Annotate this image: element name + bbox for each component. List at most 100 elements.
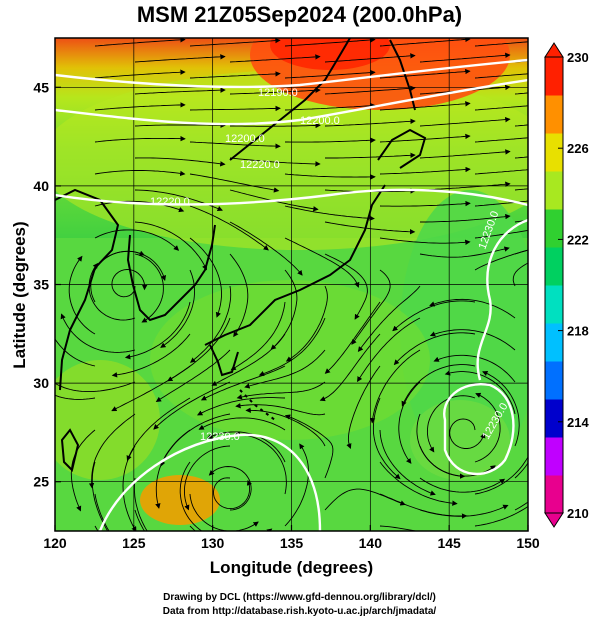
streamline (197, 397, 286, 416)
streamline (357, 317, 421, 383)
streamline (426, 395, 476, 453)
streamline (392, 300, 476, 332)
colorbar-tick-label: 226 (567, 141, 589, 156)
streamline (379, 166, 471, 175)
map-title: MSM 21Z05Sep2024 (200.0hPa) (136, 2, 463, 27)
credit-data: Data from http://database.rish.kyoto-u.a… (162, 606, 437, 617)
streamline (379, 68, 471, 79)
streamline (482, 370, 520, 447)
streamline (419, 52, 511, 63)
streamline (55, 381, 136, 393)
streamline (94, 69, 186, 79)
streamline (88, 413, 136, 489)
contour-east-trough (476, 218, 528, 381)
streamline (229, 253, 249, 338)
streamline (284, 443, 309, 527)
russia-coast (229, 38, 351, 161)
taiwan (60, 428, 80, 472)
streamline (419, 116, 511, 127)
streamline (346, 365, 381, 450)
streamline (324, 118, 416, 127)
x-tick-label: 120 (43, 535, 67, 551)
streamline (357, 285, 421, 353)
streamline (189, 71, 281, 79)
streamline (319, 333, 381, 402)
contour-label: 12200.0 (225, 133, 265, 145)
streamline (324, 221, 416, 235)
x-axis-title: Longitude (degrees) (209, 558, 374, 577)
streamline (189, 237, 222, 318)
streamline (419, 504, 509, 517)
colorbar-segment (545, 437, 563, 476)
streamline (369, 349, 421, 424)
streamline (153, 381, 231, 430)
streamline (134, 122, 226, 128)
streamline (420, 213, 511, 223)
streamline (198, 417, 286, 431)
colorbar-segment (545, 171, 563, 210)
colorbar-segment (545, 323, 563, 362)
streamline (285, 285, 328, 362)
streamline (324, 301, 381, 374)
streamline (244, 349, 326, 389)
x-tick-label: 135 (280, 535, 304, 551)
temperature-field (55, 38, 528, 531)
colorbar-tick-label: 230 (567, 50, 589, 65)
streamline (55, 394, 96, 400)
streamline (324, 85, 416, 95)
x-axis-ticks: 120 125 130 135 140 145 150 (43, 525, 540, 551)
streamline (474, 41, 528, 47)
streamline (134, 157, 226, 167)
streamline (133, 477, 148, 531)
streamline (155, 429, 191, 509)
x-tick-label: 140 (359, 535, 383, 551)
streamline (474, 73, 528, 79)
y-tick-label: 40 (33, 178, 49, 194)
streamline (379, 38, 471, 47)
streamline (229, 221, 303, 276)
streamline (474, 392, 501, 463)
contour-label: 12230.0 (200, 431, 240, 443)
x-tick-label: 125 (122, 535, 146, 551)
colorbar-max-triangle (544, 42, 564, 58)
contour-anticyclone-south (98, 433, 322, 531)
contour-label: 12190.0 (258, 87, 298, 99)
streamline (379, 429, 436, 496)
streamline (324, 253, 368, 320)
height-contours (55, 58, 528, 531)
streamline (111, 269, 148, 298)
colorbar-tick-label: 222 (567, 232, 589, 247)
streamline (379, 237, 471, 246)
streamline (474, 456, 528, 495)
streamline (284, 237, 360, 288)
y-tick-label: 30 (33, 375, 49, 391)
streamline (94, 102, 186, 111)
streamline (474, 137, 528, 143)
streamline (60, 313, 136, 353)
streamline (284, 173, 376, 180)
streamline (94, 170, 186, 177)
streamline (91, 461, 109, 531)
streamline (379, 461, 458, 506)
colorbar-frame (544, 56, 564, 514)
streamline (213, 477, 252, 510)
contour-label: 12220.0 (240, 159, 280, 171)
streamline (372, 397, 401, 480)
colorbar-min-triangle (544, 512, 564, 528)
colorbar-segment (545, 247, 563, 286)
streamline (236, 381, 326, 400)
colorbar-tick-label: 210 (567, 506, 589, 521)
streamline (284, 69, 376, 79)
streamline (419, 477, 506, 493)
streamline (234, 431, 287, 495)
streamline (55, 338, 96, 367)
x-tick-label: 145 (437, 535, 461, 551)
streamline (429, 329, 516, 351)
streamline (160, 269, 196, 348)
streamline (379, 200, 471, 207)
streamline (94, 38, 186, 47)
colorbar-segment (545, 95, 563, 134)
streamline (284, 414, 334, 479)
contour-12200 (55, 78, 528, 126)
